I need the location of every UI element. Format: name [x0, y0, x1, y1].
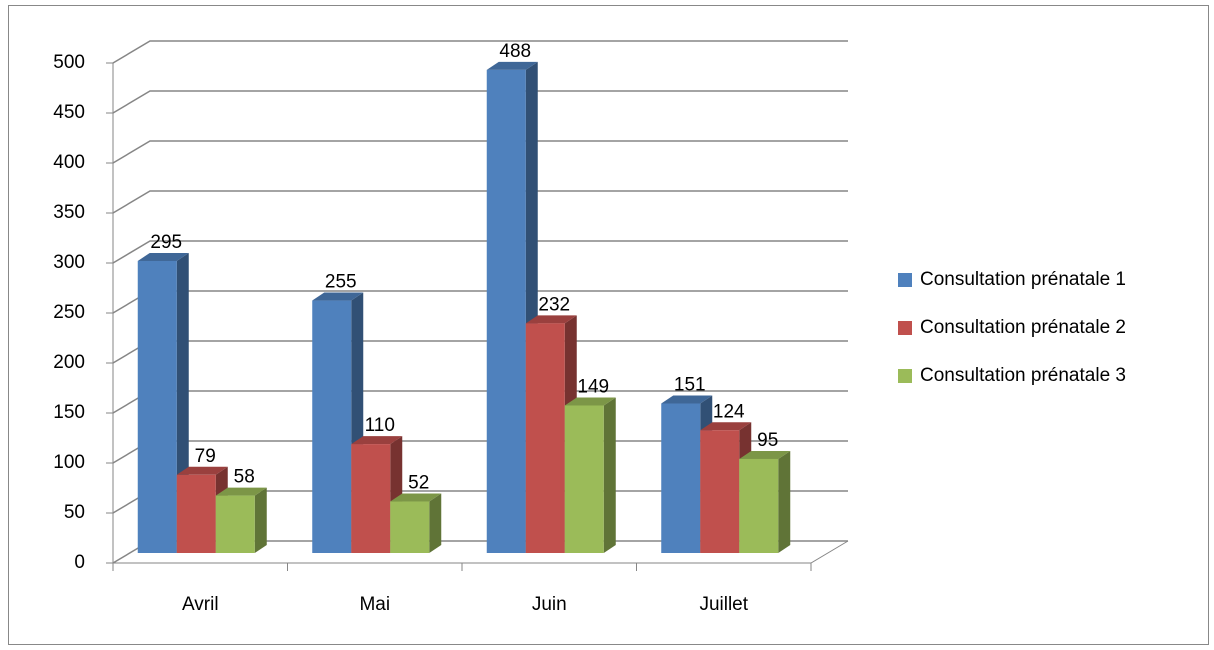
- bar-front: [137, 260, 177, 553]
- legend-swatch: [898, 321, 912, 335]
- bar-front: [176, 474, 216, 553]
- grid-line: [112, 90, 848, 114]
- bar-top: [700, 422, 752, 431]
- y-tick-label: 350: [53, 202, 85, 223]
- grid-line: [112, 190, 848, 214]
- x-tick-label: Juin: [532, 594, 567, 615]
- grid-line: [112, 140, 848, 164]
- data-label: 232: [538, 294, 570, 315]
- y-tick-label: 300: [53, 252, 85, 273]
- bar: [564, 397, 616, 553]
- legend-swatch: [898, 273, 912, 287]
- legend-swatch: [898, 369, 912, 383]
- y-tick-label: 450: [53, 102, 85, 123]
- x-tick-label: Avril: [182, 594, 219, 615]
- bar-top: [137, 252, 189, 261]
- bar-front: [739, 458, 779, 553]
- bar-front: [525, 323, 565, 553]
- y-tick-label: 400: [53, 152, 85, 173]
- bar-top: [215, 487, 267, 496]
- y-tick-label: 150: [53, 402, 85, 423]
- bar-top: [564, 397, 616, 406]
- bar-side: [254, 487, 267, 553]
- bar-side: [429, 493, 442, 553]
- data-label: 151: [674, 375, 706, 396]
- bar-front: [312, 300, 352, 553]
- data-label: 149: [577, 377, 609, 398]
- bar-front: [661, 403, 701, 553]
- bar-top: [176, 466, 228, 475]
- grid-line: [112, 240, 848, 264]
- x-tick-label: Mai: [359, 594, 390, 615]
- data-label: 255: [325, 272, 357, 293]
- bar-top: [351, 436, 403, 445]
- x-tick-label: Juillet: [699, 594, 748, 615]
- y-tick-label: 50: [64, 502, 85, 523]
- y-tick-label: 200: [53, 352, 85, 373]
- data-label: 52: [408, 473, 429, 494]
- data-label: 58: [234, 467, 255, 488]
- legend-label: Consultation prénatale 2: [920, 317, 1126, 338]
- data-label: 79: [195, 446, 216, 467]
- bar-front: [486, 69, 526, 553]
- bar-top: [486, 61, 538, 70]
- bar-front: [215, 495, 255, 553]
- bar-front: [564, 405, 604, 553]
- data-label: 95: [757, 430, 778, 451]
- bar-top: [661, 395, 713, 404]
- data-label: 110: [365, 415, 395, 436]
- bar-front: [390, 501, 430, 553]
- bar: [215, 487, 267, 553]
- bar-front: [700, 430, 740, 553]
- bar-top: [390, 493, 442, 502]
- y-tick-label: 500: [53, 52, 85, 73]
- bar-top: [312, 292, 364, 301]
- bar: [390, 493, 442, 553]
- grid-line: [112, 40, 848, 64]
- y-tick-label: 250: [53, 302, 85, 323]
- y-tick-label: 0: [74, 552, 85, 573]
- legend-label: Consultation prénatale 1: [920, 269, 1126, 290]
- data-label: 488: [499, 41, 531, 62]
- data-label: 295: [150, 232, 182, 253]
- data-label: 124: [713, 401, 745, 422]
- bar-top: [525, 315, 577, 324]
- legend-label: Consultation prénatale 3: [920, 365, 1126, 386]
- y-tick-label: 100: [53, 452, 85, 473]
- bar-side: [778, 450, 791, 553]
- bar-side: [603, 397, 616, 553]
- bar: [739, 450, 791, 553]
- bar-front: [351, 444, 391, 553]
- bar-top: [739, 450, 791, 459]
